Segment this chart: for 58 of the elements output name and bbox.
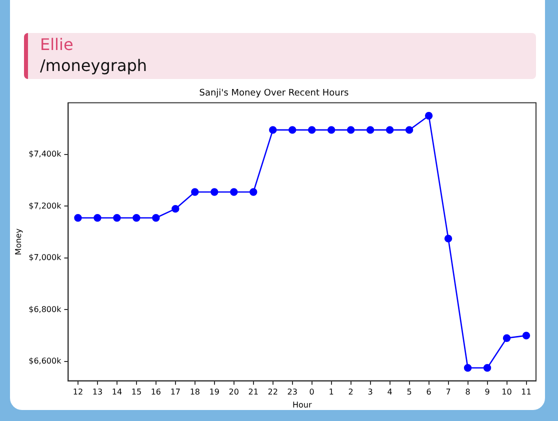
point (132, 214, 140, 222)
x-tick-label: 20 (228, 388, 239, 397)
point (308, 126, 316, 134)
point (522, 332, 530, 340)
x-tick-label: 6 (426, 388, 432, 397)
y-tick-label: $6,600k (28, 356, 62, 366)
x-tick-label: 1 (328, 388, 334, 397)
point (230, 188, 238, 196)
point (250, 188, 258, 196)
text: /moneygraph (40, 56, 148, 75)
point (288, 126, 296, 134)
text: Ellie (40, 35, 74, 54)
point (346, 126, 355, 134)
x-tick-label: 12 (72, 388, 84, 397)
x-tick-label: 19 (209, 388, 220, 397)
y-tick-label: $6,800k (28, 304, 62, 314)
y-tick-label: $7,000k (28, 253, 62, 262)
point (328, 126, 336, 134)
x-tick-label: 13 (92, 388, 103, 397)
point (464, 364, 472, 372)
x-tick-label: 23 (287, 388, 298, 397)
x-tick-label: 3 (368, 388, 373, 397)
point (502, 334, 511, 342)
y-tick-label: $7,200k (28, 201, 62, 210)
x-tick-label: 11 (521, 388, 532, 397)
x-tick-label: 16 (150, 388, 162, 397)
x-tick-label: 14 (112, 388, 122, 397)
x-tick-label: 18 (190, 388, 200, 397)
x-tick-label: 4 (387, 388, 392, 397)
x-tick-label: 15 (131, 388, 142, 397)
x-tick-label: 2 (348, 388, 354, 397)
x-tick-label: 10 (502, 388, 512, 397)
point (483, 364, 492, 372)
point (74, 214, 82, 222)
point (191, 188, 199, 196)
point (113, 214, 121, 222)
x-tick-label: 7 (446, 388, 451, 397)
point (424, 112, 433, 120)
y-tick-label: $7,400k (28, 150, 62, 159)
point (172, 204, 180, 213)
chart-title: Sanji's Money Over Recent Hours (199, 88, 350, 99)
x-tick-label: 0 (309, 388, 314, 397)
point (405, 126, 414, 134)
point (269, 126, 277, 134)
point (210, 188, 218, 196)
x-tick-label: 9 (484, 388, 490, 397)
x-tick-label: 17 (170, 388, 181, 397)
point (94, 214, 102, 222)
point (386, 126, 394, 134)
y-axis-title: Money (14, 228, 23, 256)
x-axis-title: Hour (292, 400, 312, 410)
point (366, 126, 374, 134)
point (152, 214, 160, 222)
point (444, 234, 452, 242)
x-tick-label: 8 (465, 388, 470, 397)
x-tick-label: 22 (268, 388, 278, 397)
x-tick-label: 21 (248, 388, 258, 397)
x-tick-label: 5 (406, 388, 412, 397)
